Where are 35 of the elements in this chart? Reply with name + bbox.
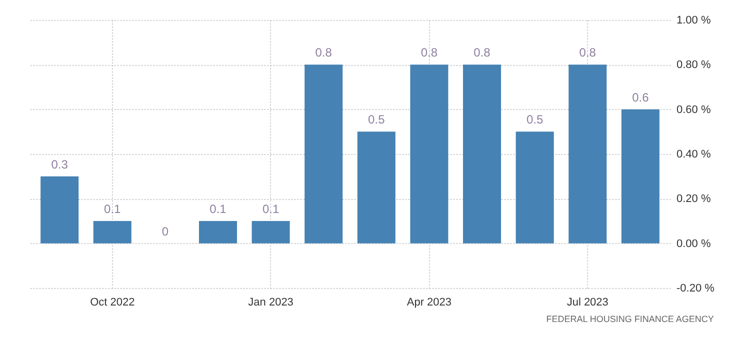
- data-label: 0.8: [420, 46, 438, 60]
- bar: [516, 132, 554, 244]
- bar: [198, 221, 237, 244]
- x-tick-label: Apr 2023: [406, 296, 452, 308]
- data-label: 0.8: [315, 46, 332, 60]
- data-label: 0.5: [526, 112, 544, 127]
- x-tick-label: Jan 2023: [248, 296, 294, 308]
- y-tick-label: 0.00 %: [676, 238, 711, 250]
- y-tick-label: 0.20 %: [676, 193, 711, 206]
- y-tick-label: -0.20 %: [676, 282, 715, 294]
- bar: [621, 109, 660, 244]
- data-label: 0.5: [368, 112, 386, 127]
- data-label: 0.6: [632, 90, 650, 104]
- bar: [568, 64, 607, 244]
- y-tick-label: 0.80 %: [676, 59, 711, 72]
- y-tick-label: 1.00 %: [676, 14, 711, 26]
- bar: [410, 64, 448, 244]
- data-label: 0.8: [474, 46, 491, 60]
- bar: [40, 176, 79, 244]
- bar: [304, 64, 343, 244]
- text: FEDERAL HOUSING FINANCE AGENCY: [546, 314, 714, 324]
- data-label: 0.1: [262, 202, 280, 216]
- bar: [463, 64, 502, 244]
- data-label: 0: [162, 224, 169, 238]
- y-tick-label: 0.60 %: [676, 104, 711, 116]
- x-tick-label: Oct 2022: [90, 296, 135, 308]
- data-label: 0.3: [51, 157, 68, 172]
- x-tick-label: Jul 2023: [566, 296, 608, 308]
- data-label: 0.1: [104, 202, 122, 216]
- data-label: 0.8: [579, 46, 596, 60]
- y-tick-label: 0.40 %: [676, 148, 711, 160]
- bar: [252, 221, 290, 244]
- bar: [357, 132, 396, 244]
- bar: [93, 221, 132, 244]
- data-label: 0.1: [210, 202, 227, 216]
